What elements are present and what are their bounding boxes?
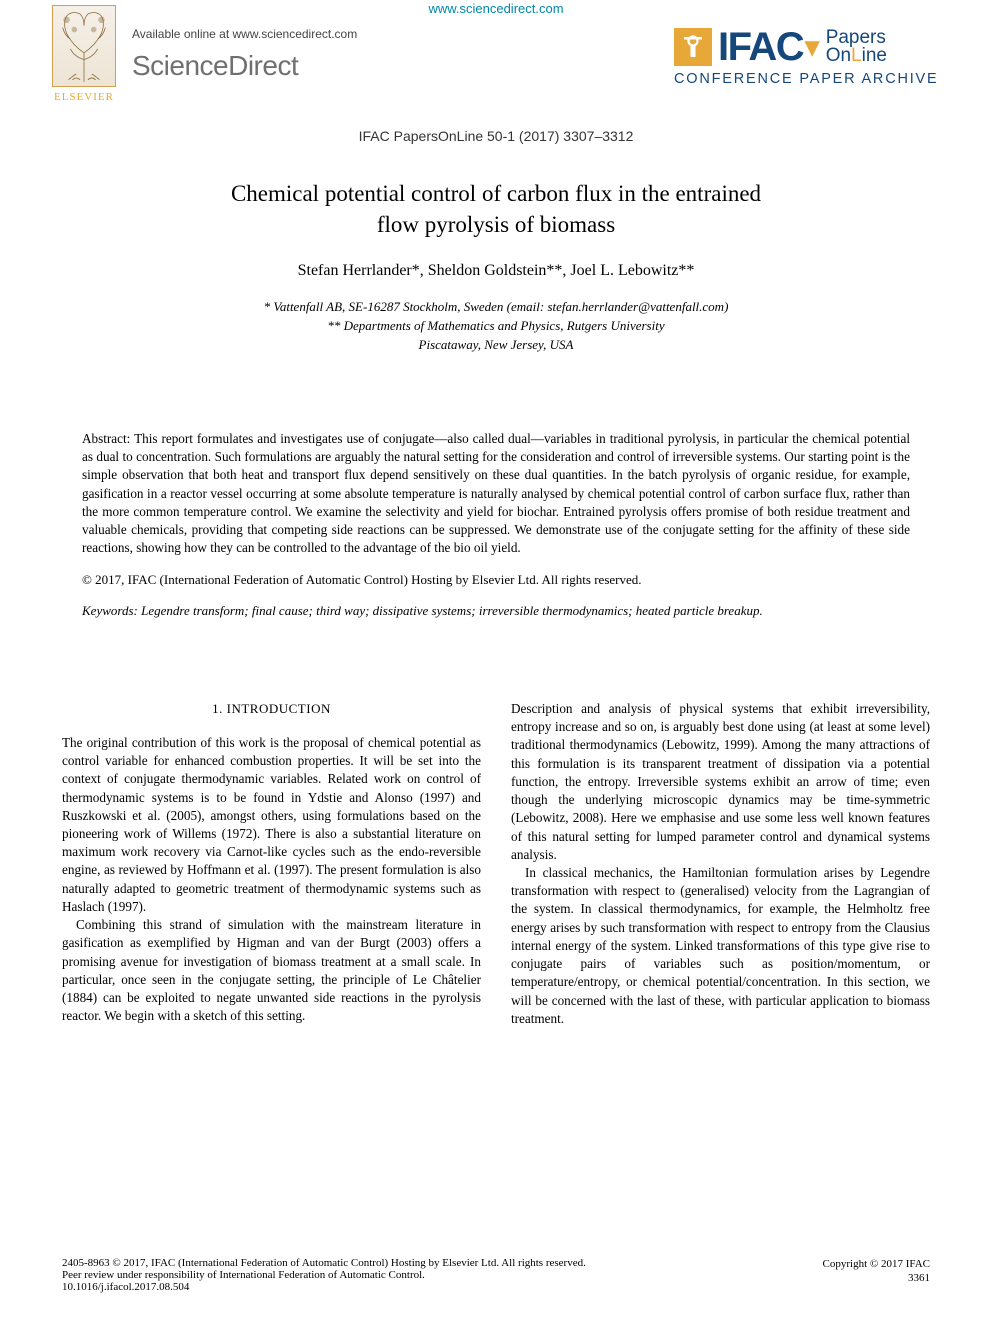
ifac-logo-block: IFAC ▾ Papers OnLine CONFERENCE PAPER AR… [674, 27, 956, 87]
header-row: ELSEVIER Available online at www.science… [52, 5, 956, 120]
papers-online: Papers OnLine [826, 29, 887, 65]
page-footer: 2405-8963 © 2017, IFAC (International Fe… [62, 1257, 930, 1293]
affiliations: * Vattenfall AB, SE-16287 Stockholm, Swe… [100, 298, 892, 355]
abstract-block: Abstract: This report formulates and inv… [82, 430, 910, 620]
footer-left: 2405-8963 © 2017, IFAC (International Fe… [62, 1257, 586, 1293]
section-heading: 1. INTRODUCTION [62, 700, 481, 718]
paper-title: Chemical potential control of carbon flu… [100, 178, 892, 240]
title-block: Chemical potential control of carbon flu… [100, 178, 892, 355]
elsevier-logo: ELSEVIER [52, 5, 116, 113]
online-text: OnLine [826, 47, 887, 65]
available-online-text: Available online at www.sciencedirect.co… [132, 27, 357, 41]
paragraph: Description and analysis of physical sys… [511, 700, 930, 864]
sciencedirect-wordmark: ScienceDirect [132, 50, 298, 82]
column-left: 1. INTRODUCTION The original contributio… [62, 700, 481, 1028]
ifac-text: IFAC [718, 27, 803, 67]
ifac-name: IFAC ▾ [718, 27, 818, 67]
conference-archive-text: CONFERENCE PAPER ARCHIVE [674, 71, 956, 87]
footer-right: Copyright © 2017 IFAC 3361 [823, 1257, 930, 1293]
paragraph: The original contribution of this work i… [62, 734, 481, 916]
elsevier-name: ELSEVIER [52, 91, 116, 103]
ifac-icon [674, 28, 712, 66]
copyright-line: © 2017, IFAC (International Federation o… [82, 572, 910, 588]
paragraph: Combining this strand of simulation with… [62, 916, 481, 1025]
ifac-arrow-icon: ▾ [805, 33, 818, 61]
abstract-text: Abstract: This report formulates and inv… [82, 430, 910, 558]
journal-reference: IFAC PapersOnLine 50-1 (2017) 3307–3312 [0, 128, 992, 144]
body-columns: 1. INTRODUCTION The original contributio… [62, 700, 930, 1028]
keywords: Keywords: Legendre transform; final caus… [82, 602, 910, 620]
authors: Stefan Herrlander*, Sheldon Goldstein**,… [100, 262, 892, 280]
column-right: Description and analysis of physical sys… [511, 700, 930, 1028]
paragraph: In classical mechanics, the Hamiltonian … [511, 864, 930, 1028]
elsevier-tree-icon [52, 5, 116, 87]
